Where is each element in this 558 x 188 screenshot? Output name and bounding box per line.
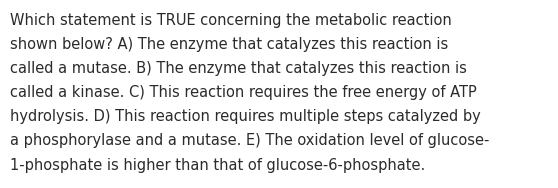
- Text: 1-phosphate is higher than that of glucose-6-phosphate.: 1-phosphate is higher than that of gluco…: [10, 158, 425, 173]
- Text: called a kinase. C) This reaction requires the free energy of ATP: called a kinase. C) This reaction requir…: [10, 85, 477, 100]
- Text: called a mutase. B) The enzyme that catalyzes this reaction is: called a mutase. B) The enzyme that cata…: [10, 61, 467, 76]
- Text: a phosphorylase and a mutase. E) The oxidation level of glucose-: a phosphorylase and a mutase. E) The oxi…: [10, 133, 489, 149]
- Text: shown below? A) The enzyme that catalyzes this reaction is: shown below? A) The enzyme that catalyze…: [10, 37, 448, 52]
- Text: Which statement is TRUE concerning the metabolic reaction: Which statement is TRUE concerning the m…: [10, 13, 452, 28]
- Text: hydrolysis. D) This reaction requires multiple steps catalyzed by: hydrolysis. D) This reaction requires mu…: [10, 109, 481, 124]
